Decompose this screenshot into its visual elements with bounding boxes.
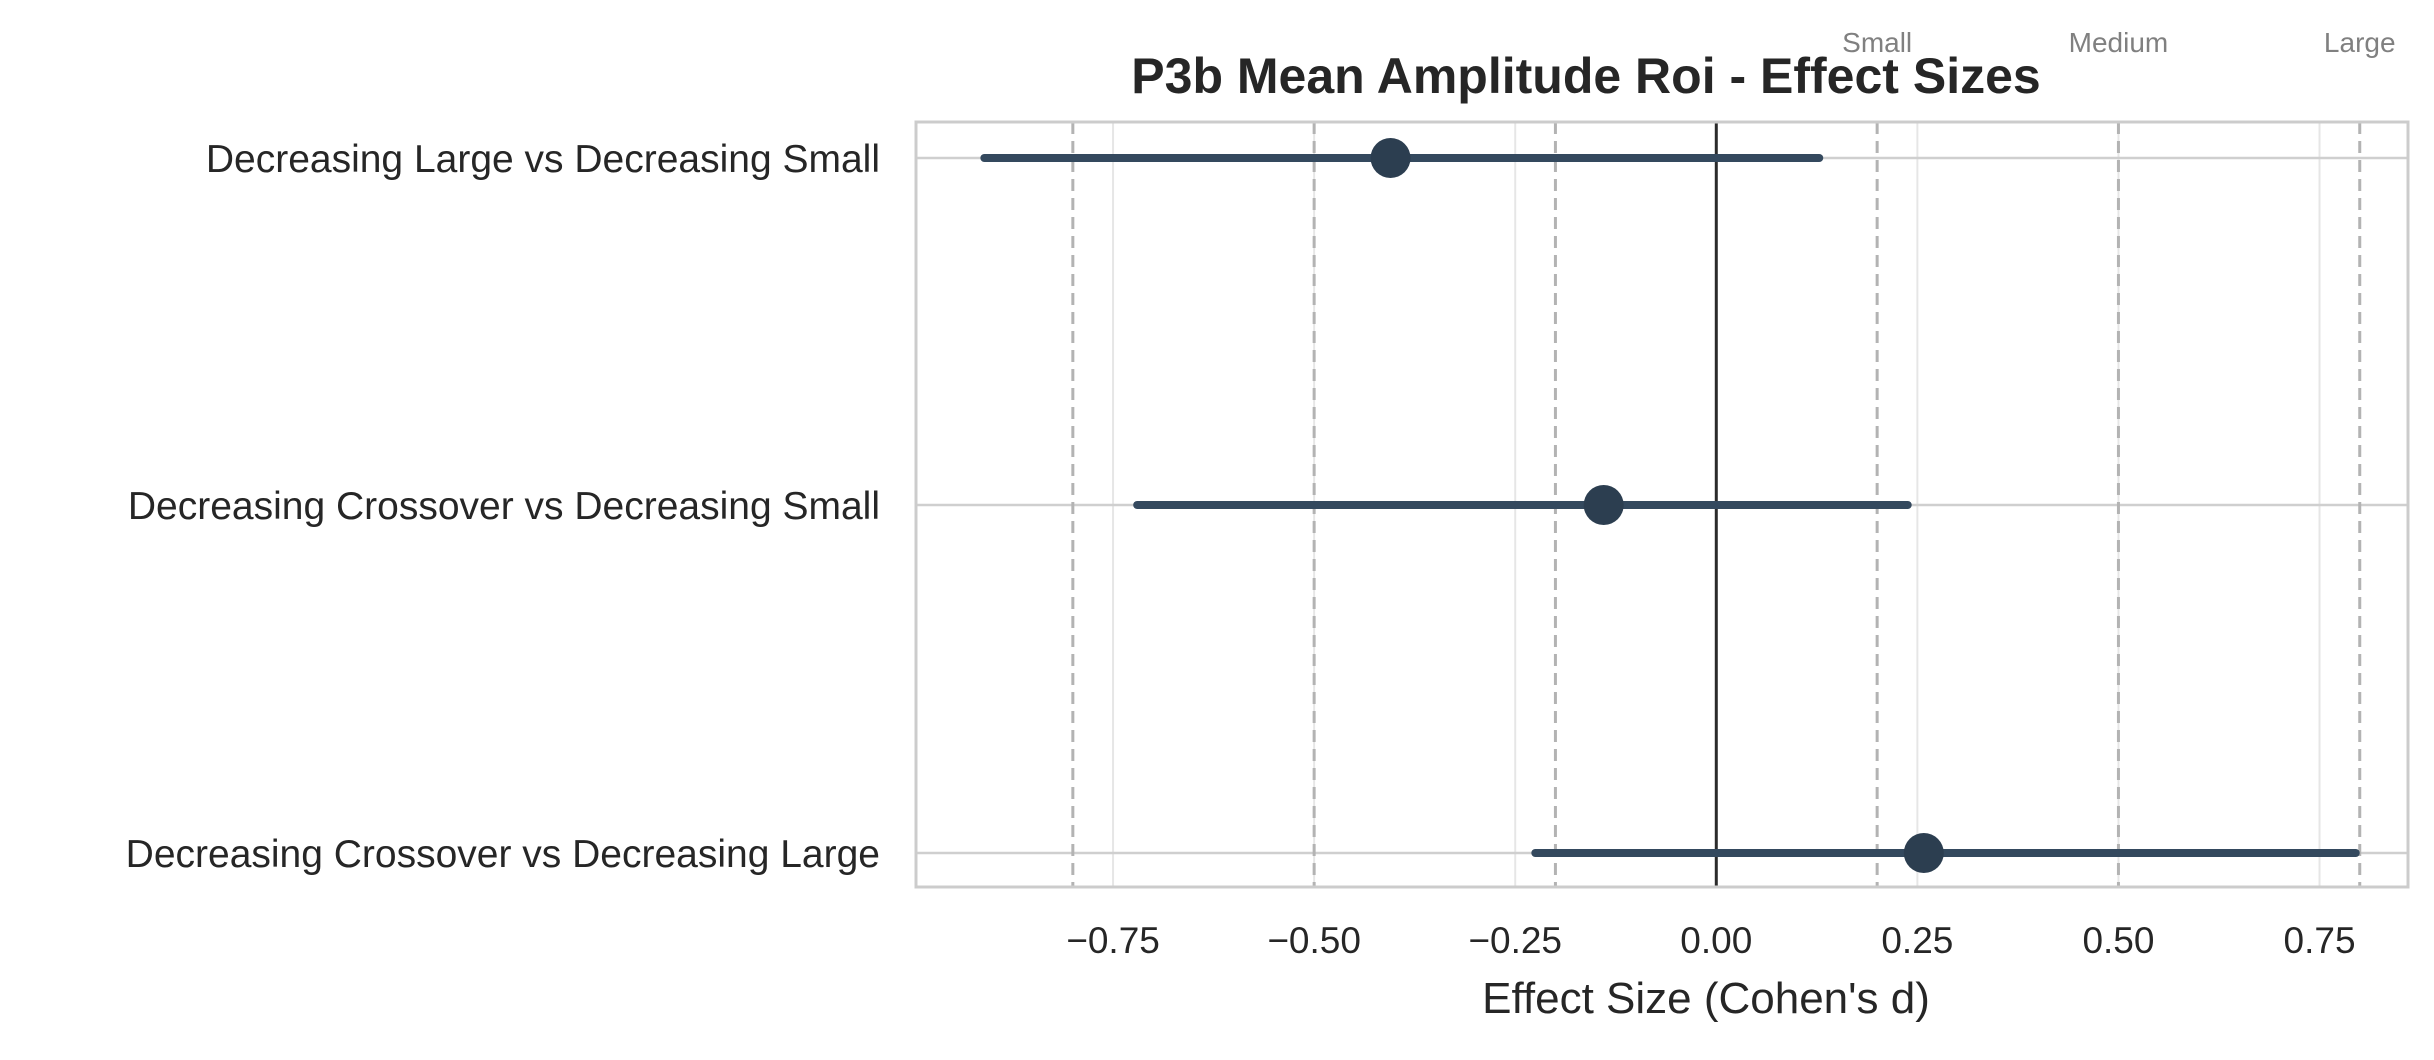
effect-point	[1903, 833, 1944, 873]
x-tick-labels: −0.75 −0.50 −0.25 0.00 0.25 0.50 0.75	[1066, 920, 2355, 961]
x-axis-label: Effect Size (Cohen's d)	[1482, 974, 1930, 1023]
chart-title: P3b Mean Amplitude Roi - Effect Sizes	[1131, 48, 2040, 104]
y-tick-label: Decreasing Crossover vs Decreasing Large	[126, 833, 880, 876]
point-layer	[1370, 138, 1944, 873]
effect-point	[1583, 485, 1624, 525]
effect-point	[1370, 138, 1411, 178]
threshold-label: Small	[1842, 27, 1912, 58]
x-tick-label: 0.00	[1680, 920, 1752, 961]
y-tick-label: Decreasing Crossover vs Decreasing Small	[128, 485, 880, 528]
plot-frame	[914, 120, 2410, 889]
x-tick-label: 0.25	[1881, 920, 1953, 961]
x-tick-label: −0.75	[1066, 920, 1160, 961]
threshold-labels: Small Medium Large	[1842, 27, 2395, 58]
y-tick-labels: Decreasing Large vs Decreasing Small Decr…	[126, 138, 880, 876]
threshold-label: Large	[2324, 27, 2396, 58]
x-tick-label: 0.75	[2284, 920, 2356, 961]
y-tick-label: Decreasing Large vs Decreasing Small	[206, 138, 880, 181]
threshold-label: Medium	[2069, 27, 2169, 58]
x-tick-label: 0.50	[2082, 920, 2154, 961]
x-tick-label: −0.50	[1267, 920, 1361, 961]
x-tick-label: −0.25	[1468, 920, 1562, 961]
